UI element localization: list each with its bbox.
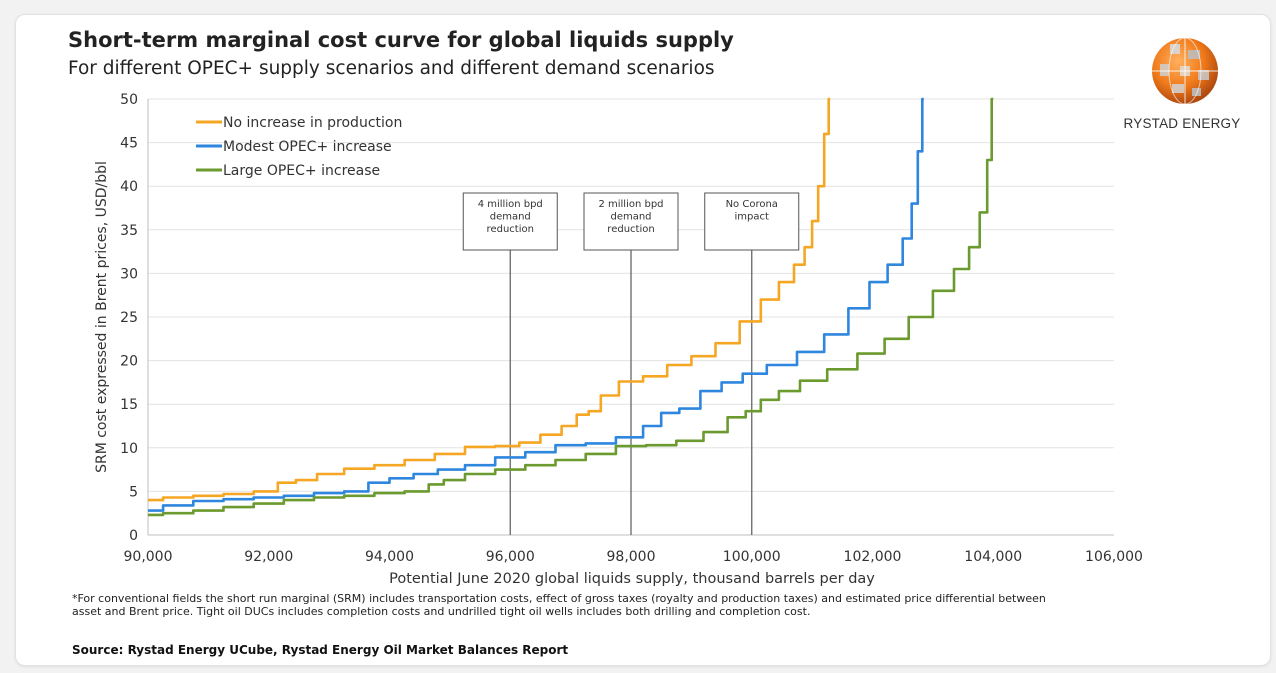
x-tick-label: 94,000 <box>365 549 414 565</box>
y-tick-label: 45 <box>120 136 138 152</box>
x-tick-label: 96,000 <box>486 549 535 565</box>
chart-title: Short-term marginal cost curve for globa… <box>68 28 734 52</box>
y-tick-label: 25 <box>120 310 138 326</box>
y-tick-label: 15 <box>120 397 138 413</box>
x-tick-label: 92,000 <box>244 549 293 565</box>
x-tick-label: 106,000 <box>1085 549 1143 565</box>
rystad-globe-logo-icon <box>1152 37 1218 105</box>
legend-label: No increase in production <box>223 115 402 131</box>
chart-source: Source: Rystad Energy UCube, Rystad Ener… <box>72 643 569 657</box>
legend-label: Large OPEC+ increase <box>223 163 380 179</box>
chart-footnote: *For conventional fields the short run m… <box>72 592 1046 618</box>
y-tick-label: 40 <box>120 179 138 195</box>
x-tick-label: 100,000 <box>723 549 781 565</box>
y-axis-label: SRM cost expressed in Brent prices, USD/… <box>94 161 110 473</box>
series-lines <box>148 97 994 517</box>
annotation-box <box>462 192 558 251</box>
chart-subtitle: For different OPEC+ supply scenarios and… <box>68 58 715 79</box>
y-tick-label: 0 <box>129 528 138 544</box>
x-tick-label: 98,000 <box>607 549 656 565</box>
x-tick-label: 104,000 <box>964 549 1022 565</box>
series-line <box>148 97 994 517</box>
x-axis-label: Potential June 2020 global liquids suppl… <box>389 571 875 587</box>
chart-legend: No increase in production Modest OPEC+ in… <box>196 115 402 179</box>
x-tick-label: 90,000 <box>124 549 173 565</box>
y-tick-label: 10 <box>120 441 138 457</box>
y-tick-label: 20 <box>120 354 138 370</box>
annotation-label: reduction <box>607 224 654 235</box>
x-axis-ticks: 90,000 92,000 94,000 96,000 98,000 100,000 102… <box>124 549 1143 565</box>
annotation-label: impact <box>735 212 769 223</box>
rystad-logo-text: RYSTAD ENERGY <box>1123 116 1241 131</box>
annotation-box <box>583 192 679 251</box>
series-line <box>148 97 831 502</box>
y-axis-ticks: 0 5 10 15 20 25 30 35 40 45 50 <box>120 92 138 544</box>
series-line <box>148 97 924 512</box>
y-tick-label: 5 <box>129 484 138 500</box>
x-tick-label: 102,000 <box>844 549 902 565</box>
annotation-label: demand <box>490 212 531 223</box>
legend-label: Modest OPEC+ increase <box>223 139 392 155</box>
annotation-label: demand <box>610 212 651 223</box>
chart-card <box>15 14 1271 666</box>
annotation-label: No Corona <box>726 199 778 210</box>
y-tick-label: 35 <box>120 223 138 239</box>
annotation-box <box>704 192 800 251</box>
annotation-label: 4 million bpd <box>478 199 543 210</box>
y-tick-label: 50 <box>120 92 138 108</box>
annotation-label: 2 million bpd <box>598 199 663 210</box>
y-tick-label: 30 <box>120 266 138 282</box>
annotation-label: reduction <box>487 224 534 235</box>
annotation-lines <box>509 250 753 535</box>
